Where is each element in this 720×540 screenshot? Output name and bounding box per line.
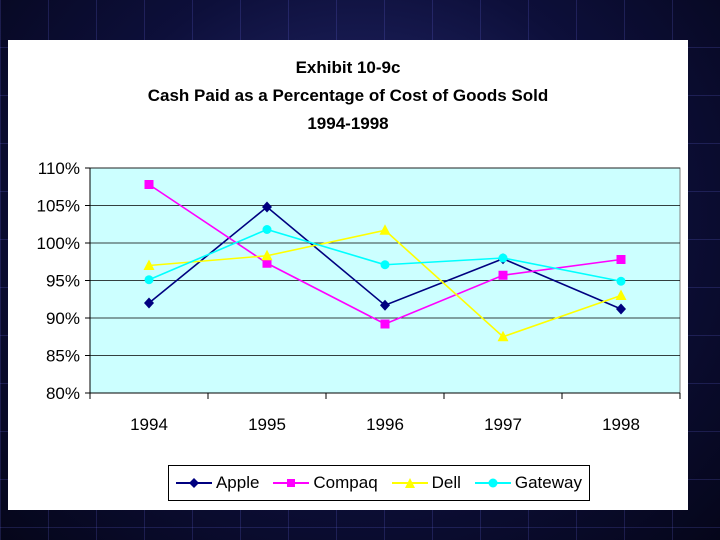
y-tick-label: 95% — [46, 272, 80, 291]
legend-label-compaq: Compaq — [313, 473, 378, 492]
y-tick-label: 105% — [37, 197, 80, 216]
data-point-apple — [616, 303, 626, 315]
data-point-gateway — [144, 275, 154, 285]
chart-panel: Exhibit 10-9c Cash Paid as a Percentage … — [8, 40, 688, 510]
y-tick-label: 85% — [46, 347, 80, 366]
data-point-compaq — [616, 255, 626, 264]
legend-label-apple: Apple — [215, 473, 260, 492]
chart-title-line-2: Cash Paid as a Percentage of Cost of Goo… — [147, 86, 549, 105]
chart-title-line-1: Exhibit 10-9c — [295, 58, 401, 77]
data-point-apple — [380, 299, 390, 311]
x-tick-label: 1996 — [366, 415, 404, 434]
legend-item-dell: Dell — [391, 473, 461, 493]
data-point-apple — [144, 297, 154, 309]
legend-item-gateway: Gateway — [474, 473, 582, 493]
data-point-gateway — [262, 225, 272, 234]
data-point-gateway — [498, 253, 508, 263]
data-point-apple — [262, 201, 272, 213]
x-tick-label: 1994 — [130, 415, 168, 434]
y-tick-label: 110% — [38, 159, 80, 178]
data-point-compaq — [144, 180, 154, 189]
legend-item-apple: Apple — [175, 473, 260, 493]
data-point-compaq — [262, 258, 272, 268]
data-point-dell — [261, 249, 273, 261]
y-tick-label: 100% — [37, 234, 80, 253]
data-point-compaq — [498, 270, 508, 280]
legend-item-compaq: Compaq — [273, 473, 378, 493]
line-chart: 110% 105% 100% 95% 90% 85% 80% 1994 1995 1996 1997… — [37, 159, 681, 434]
data-point-dell — [379, 224, 391, 235]
x-tick-label: 1997 — [484, 415, 522, 434]
legend-marker-apple — [175, 478, 212, 488]
data-point-gateway — [616, 276, 626, 286]
legend-label-dell: Dell — [431, 473, 461, 492]
chart-title-line-3: 1994-1998 — [307, 114, 389, 133]
data-point-compaq — [380, 319, 390, 329]
data-point-dell — [615, 289, 627, 300]
x-tick-label: 1998 — [602, 415, 640, 434]
data-point-gateway — [380, 260, 390, 270]
legend-marker-compaq — [273, 479, 310, 487]
legend-marker-gateway — [474, 478, 511, 488]
data-point-dell — [143, 259, 155, 270]
data-point-dell — [497, 330, 509, 342]
x-tick-label: 1995 — [248, 415, 286, 434]
y-tick-label: 80% — [46, 384, 80, 403]
y-tick-label: 90% — [46, 309, 80, 328]
legend-marker-dell — [391, 478, 428, 488]
legend-label-gateway: Gateway — [514, 473, 582, 492]
chart-legend: Apple Compaq Dell Gateway — [168, 465, 590, 501]
